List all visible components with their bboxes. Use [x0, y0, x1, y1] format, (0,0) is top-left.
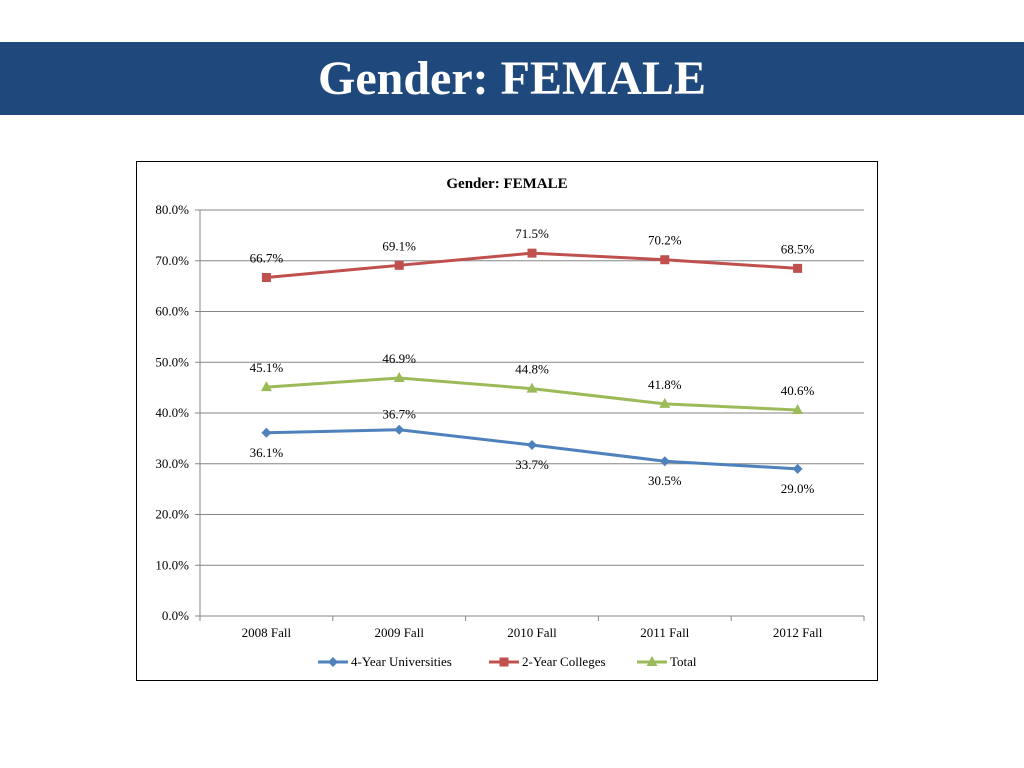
line-chart: Gender: FEMALE 0.0% 10.0% 20.0% 30.0% 40.0% 5…: [155, 176, 865, 669]
data-label: 36.1%: [250, 445, 284, 460]
y-tick-label: 30.0%: [155, 456, 189, 471]
legend-label: 4-Year Universities: [351, 654, 452, 669]
legend-label: 2-Year Colleges: [522, 654, 606, 669]
data-label: 30.5%: [648, 473, 682, 488]
data-labels: 36.1% 36.7% 33.7% 30.5% 29.0% 66.7% 69.1% 71.5%…: [250, 226, 815, 496]
y-tick-label: 50.0%: [155, 354, 189, 369]
data-label: 66.7%: [250, 250, 284, 265]
data-label: 44.8%: [515, 362, 549, 377]
y-tick-label: 10.0%: [155, 557, 189, 572]
data-point: [659, 397, 671, 408]
x-tick-label: 2009 Fall: [374, 625, 424, 640]
data-label: 68.5%: [781, 241, 815, 256]
data-point: [659, 456, 670, 467]
gridlines: [200, 209, 864, 617]
data-point: [527, 248, 537, 258]
legend-item: 4-Year Universities: [318, 654, 452, 669]
legend-marker: [646, 656, 658, 666]
legend-marker: [328, 657, 338, 667]
data-point: [526, 382, 538, 393]
data-label: 46.9%: [382, 351, 416, 366]
y-tick-label: 20.0%: [155, 507, 189, 522]
legend-marker: [499, 657, 509, 667]
x-tick-label: 2010 Fall: [507, 625, 557, 640]
axes: 0.0% 10.0% 20.0% 30.0% 40.0% 50.0% 60.0% 70.0% 8…: [155, 202, 865, 640]
y-tick-label: 70.0%: [155, 253, 189, 268]
chart-frame: Gender: FEMALE 0.0% 10.0% 20.0% 30.0% 40.0% 5…: [136, 161, 878, 681]
chart-title: Gender: FEMALE: [446, 176, 567, 192]
series-4-year-universities: [261, 424, 803, 474]
y-tick-label: 40.0%: [155, 405, 189, 420]
legend-label: Total: [670, 654, 697, 669]
x-tick-label: 2012 Fall: [773, 625, 823, 640]
data-point: [527, 439, 537, 450]
data-point: [261, 427, 272, 438]
title-bar: Gender: FEMALE: [0, 42, 1024, 115]
legend: 4-Year Universities 2-Year Colleges Total: [318, 654, 697, 669]
data-label: 45.1%: [250, 360, 284, 375]
data-label: 36.7%: [382, 407, 416, 422]
data-point: [792, 403, 804, 414]
data-point: [660, 255, 670, 265]
series-total: [260, 371, 804, 414]
data-point: [261, 272, 271, 282]
data-label: 41.8%: [648, 377, 682, 392]
legend-item: 2-Year Colleges: [489, 654, 606, 669]
data-label: 71.5%: [515, 226, 549, 241]
series-2-year-colleges: [261, 248, 803, 282]
legend-item: Total: [637, 654, 697, 669]
data-label: 29.0%: [781, 481, 815, 496]
data-label: 40.6%: [781, 383, 815, 398]
series-group: [260, 248, 804, 474]
x-tick-label: 2008 Fall: [242, 625, 292, 640]
data-point: [792, 463, 803, 474]
data-point: [394, 424, 405, 435]
data-point: [793, 263, 803, 273]
data-label: 70.2%: [648, 233, 682, 248]
data-point: [260, 381, 272, 392]
data-label: 69.1%: [382, 238, 416, 253]
slide-title: Gender: FEMALE: [318, 52, 706, 105]
y-tick-label: 60.0%: [155, 304, 189, 319]
data-label: 33.7%: [515, 457, 549, 472]
data-point: [394, 260, 404, 270]
data-point: [393, 371, 405, 382]
y-tick-label: 80.0%: [155, 202, 189, 217]
x-tick-label: 2011 Fall: [640, 625, 689, 640]
y-tick-label: 0.0%: [162, 608, 189, 623]
